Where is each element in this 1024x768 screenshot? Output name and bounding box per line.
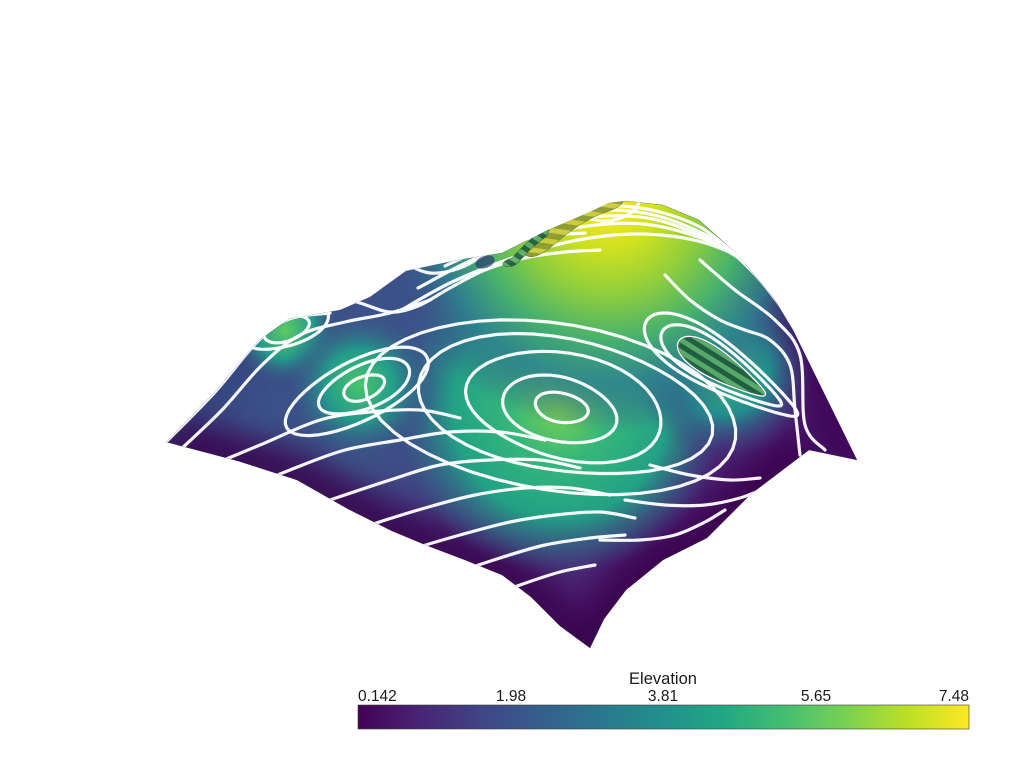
svg-text:5.65: 5.65	[801, 688, 831, 705]
svg-text:0.142: 0.142	[358, 688, 397, 705]
svg-text:7.48: 7.48	[939, 688, 969, 705]
svg-text:Elevation: Elevation	[629, 670, 697, 688]
svg-text:3.81: 3.81	[648, 688, 678, 705]
svg-text:1.98: 1.98	[496, 688, 526, 705]
